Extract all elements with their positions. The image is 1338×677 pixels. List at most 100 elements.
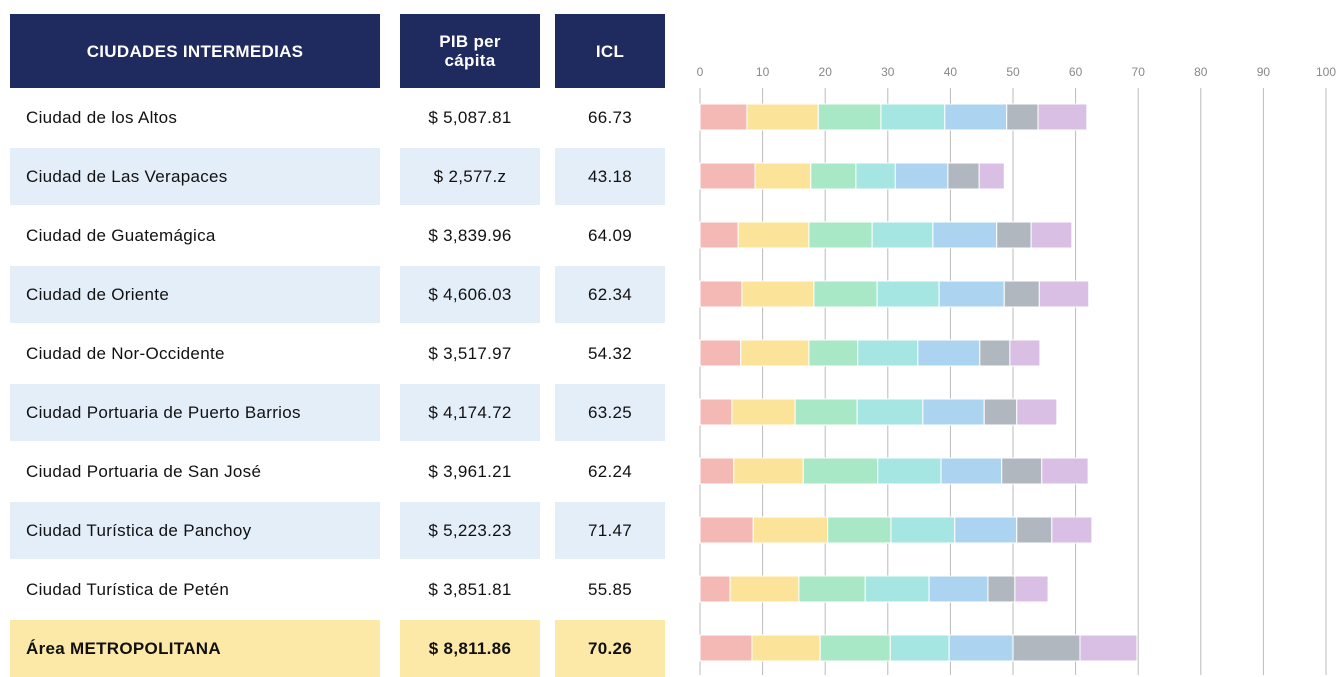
table-cell: Área METROPOLITANA — [10, 620, 380, 677]
table-cell: $ 5,223.23 — [400, 502, 540, 559]
bar-segment — [1038, 280, 1090, 308]
bar-segment — [1051, 516, 1093, 544]
table-cell: Ciudad Portuaria de San José — [26, 461, 262, 481]
table-cell: Ciudad Turística de Petén — [26, 579, 230, 599]
x-tick-label: 100 — [1316, 65, 1336, 79]
bar-segment — [740, 339, 810, 367]
bar-segment — [1006, 103, 1039, 131]
bar-segment — [798, 575, 866, 603]
bar-segment — [996, 221, 1032, 249]
bar-segment — [808, 339, 859, 367]
bar-segment — [1030, 221, 1073, 249]
bar-segment — [729, 575, 800, 603]
bar-segment — [1001, 457, 1043, 485]
table-cell: Ciudad Portuaria de Puerto Barrios — [10, 384, 380, 441]
table-cell: $ 3,961.21 — [428, 461, 512, 481]
bar-segment — [1009, 339, 1041, 367]
bar-segment — [827, 516, 892, 544]
bar-segment — [699, 221, 739, 249]
bar-segment — [699, 339, 742, 367]
bar-segment — [746, 103, 819, 131]
table-cell: 63.25 — [555, 384, 665, 441]
bar-segment — [737, 221, 810, 249]
bar-segment — [876, 280, 940, 308]
bar-segment — [983, 398, 1018, 426]
table-cell: Ciudad de Nor-Occidente — [26, 343, 225, 363]
x-tick-label: 40 — [944, 65, 958, 79]
bar-segment — [857, 339, 919, 367]
x-tick-label: 70 — [1132, 65, 1146, 79]
bar-segment — [1016, 398, 1058, 426]
table-cell: $ 3,839.96 — [428, 225, 512, 245]
bar-segment — [794, 398, 858, 426]
bar-segment — [890, 516, 956, 544]
table-cell: 70.26 — [555, 620, 665, 677]
x-tick-label: 30 — [881, 65, 895, 79]
bar-segment — [954, 516, 1018, 544]
bar-segment — [948, 634, 1014, 662]
bar-segment — [932, 221, 998, 249]
bar-segment — [754, 162, 812, 190]
table-cell: 43.18 — [555, 148, 665, 205]
bar-segment — [1016, 516, 1053, 544]
bar-segment — [889, 634, 950, 662]
x-tick-label: 0 — [697, 65, 704, 79]
table-cell: 62.34 — [555, 266, 665, 323]
bar-segment — [922, 398, 985, 426]
bar-segment — [741, 280, 815, 308]
bar-segment — [938, 280, 1005, 308]
header-cell: CIUDADES INTERMEDIAS — [10, 14, 380, 88]
x-tick-label: 90 — [1257, 65, 1271, 79]
header-cell: ICL — [555, 14, 665, 88]
bar-segment — [699, 398, 733, 426]
bar-segment — [894, 162, 949, 190]
table-cell: $ 3,851.81 — [428, 579, 512, 599]
table-cell: Ciudad de Las Verapaces — [10, 148, 380, 205]
bar-segment — [802, 457, 879, 485]
bar-segment — [813, 280, 878, 308]
bar-segment — [877, 457, 942, 485]
bar-segment — [699, 516, 754, 544]
table-cell: 66.73 — [587, 107, 633, 127]
bar-segment — [856, 398, 924, 426]
table-cell: Ciudad Turística de Panchoy — [10, 502, 380, 559]
bar-segment — [699, 280, 743, 308]
bar-segment — [855, 162, 896, 190]
bar-segment — [733, 457, 804, 485]
bar-segment — [699, 457, 735, 485]
table-cell: 62.24 — [587, 461, 633, 481]
table-cell: 55.85 — [587, 579, 633, 599]
bar-segment — [880, 103, 946, 131]
bar-segment — [947, 162, 980, 190]
bar-segment — [940, 457, 1003, 485]
bar-segment — [752, 516, 829, 544]
bar-segment — [1012, 634, 1081, 662]
bar-segment — [810, 162, 857, 190]
bar-segment — [699, 162, 756, 190]
table-cell: $ 8,811.86 — [400, 620, 540, 677]
bar-segment — [699, 634, 753, 662]
table-cell: $ 4,606.03 — [400, 266, 540, 323]
table-cell: 64.09 — [587, 225, 633, 245]
bar-segment — [817, 103, 882, 131]
table-cell: Ciudad de Oriente — [10, 266, 380, 323]
bar-segment — [699, 103, 748, 131]
table-cell: Ciudad de los Altos — [26, 107, 178, 127]
table-cell: Ciudad de Guatemágica — [26, 225, 216, 245]
table-cell: $ 4,174.72 — [400, 384, 540, 441]
x-tick-label: 80 — [1194, 65, 1208, 79]
bar-segment — [1003, 280, 1040, 308]
bar-segment — [1014, 575, 1049, 603]
bar-segment — [979, 339, 1011, 367]
table-cell: 71.47 — [555, 502, 665, 559]
x-tick-label: 50 — [1006, 65, 1020, 79]
x-tick-label: 10 — [756, 65, 770, 79]
bar-segment — [819, 634, 891, 662]
header-cell: PIB per cápita — [400, 14, 540, 88]
bar-segment — [1037, 103, 1088, 131]
bar-segment — [987, 575, 1016, 603]
bar-segment — [1041, 457, 1089, 485]
bar-segment — [944, 103, 1008, 131]
table-cell: $ 2,577.z — [400, 148, 540, 205]
